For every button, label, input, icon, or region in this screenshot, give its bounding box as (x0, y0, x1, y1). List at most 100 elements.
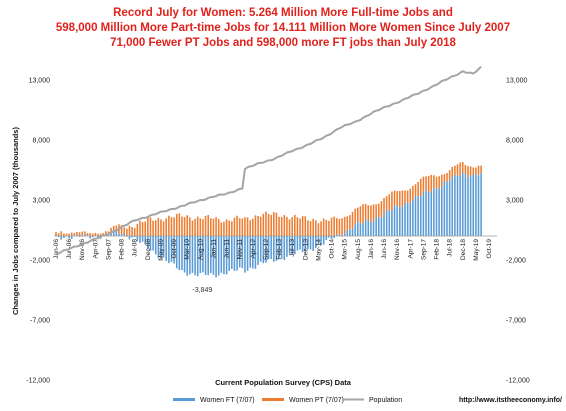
bar-women-pt (254, 215, 257, 236)
bar-women-pt (212, 218, 215, 236)
bar-women-ft (380, 217, 383, 236)
bar-women-ft (443, 181, 446, 236)
bar-women-pt (81, 231, 84, 236)
bar-women-ft (259, 236, 262, 262)
bar-women-pt (291, 217, 293, 236)
bar-women-pt (385, 196, 388, 210)
bar-women-pt (414, 184, 417, 197)
bar-women-ft (464, 173, 467, 236)
x-tick-label: Jul-13 (289, 239, 296, 257)
bar-women-ft (157, 236, 160, 259)
bar-women-ft (63, 236, 65, 238)
bar-women-pt (275, 212, 278, 236)
bar-women-pt (60, 231, 63, 236)
bar-women-pt (446, 172, 448, 182)
bar-women-pt (309, 221, 312, 236)
bar-women-pt (367, 205, 370, 220)
bar-women-ft (456, 176, 459, 236)
bar-women-pt (469, 166, 472, 177)
x-tick-label: Sep-12 (263, 239, 270, 260)
bar-women-pt (280, 217, 283, 236)
bar-women-pt (136, 223, 139, 236)
bar-women-ft (168, 236, 170, 264)
bar-women-ft (438, 189, 440, 236)
bar-women-pt (472, 167, 475, 174)
legend-label-women-ft: Women FT (7/07) (200, 397, 255, 404)
x-tick-label: Dec-13 (302, 239, 309, 260)
bar-women-ft (467, 177, 469, 236)
bar-women-ft (178, 236, 181, 271)
bar-women-pt (438, 176, 440, 190)
bar-women-ft (401, 206, 404, 236)
bar-women-pt (57, 233, 60, 236)
bar-women-pt (459, 162, 461, 176)
bar-women-ft (57, 236, 60, 238)
bar-women-pt (433, 175, 435, 189)
bar-women-pt (359, 206, 362, 224)
bar-women-ft (173, 236, 175, 264)
y-axis-right: 13,000 8,000 3,000 -2,000 -7,000 -12,000 (506, 78, 530, 385)
bar-women-pt (63, 233, 65, 236)
y-tick-label-left: 3,000 (32, 198, 50, 205)
bar-women-pt (370, 205, 372, 223)
bar-women-pt (231, 221, 233, 236)
bar-women-pt (315, 220, 317, 236)
bar-women-ft (228, 236, 230, 271)
bar-women-pt (401, 190, 404, 207)
bar-women-ft (409, 203, 412, 236)
bar-women-ft (309, 236, 312, 250)
bar-women-pt (377, 203, 380, 218)
bar-women-ft (110, 234, 112, 236)
bar-women-pt (165, 218, 167, 236)
bar-women-ft (451, 176, 454, 236)
bar-women-ft (288, 236, 291, 254)
bar-women-pt (343, 216, 346, 234)
bar-women-ft (417, 196, 419, 236)
bar-women-ft (364, 219, 367, 236)
bar-women-ft (76, 234, 78, 236)
bar-women-pt (375, 204, 377, 218)
bar-women-pt (102, 233, 105, 236)
bar-women-ft (152, 236, 154, 251)
bar-women-ft (215, 236, 217, 278)
bar-women-pt (241, 218, 244, 236)
bar-women-pt (398, 191, 401, 208)
bar-women-pt (372, 204, 375, 221)
bar-women-pt (97, 233, 99, 236)
bar-women-pt (336, 218, 338, 235)
bar-women-ft (154, 236, 157, 255)
bar-women-pt (427, 175, 430, 193)
bar-women-ft (372, 220, 375, 236)
bar-women-ft (315, 236, 317, 249)
bar-women-pt (312, 218, 314, 236)
bar-women-ft (280, 236, 283, 259)
bar-women-pt (333, 216, 335, 236)
bar-women-ft (351, 228, 354, 236)
bar-women-ft (199, 236, 202, 274)
bar-women-ft (328, 236, 330, 238)
bar-women-ft (136, 236, 139, 242)
bar-women-ft (115, 231, 118, 236)
bar-women-ft (388, 210, 391, 236)
bar-women-ft (139, 236, 141, 243)
bar-women-pt (404, 190, 406, 203)
bar-women-ft (435, 187, 438, 236)
bar-women-ft (270, 236, 272, 260)
bar-women-pt (391, 191, 393, 210)
bar-women-pt (430, 174, 433, 192)
bar-women-ft (330, 236, 333, 240)
bar-women-ft (440, 185, 443, 236)
bar-women-ft (454, 174, 456, 236)
bar-women-ft (433, 188, 435, 236)
bar-women-ft (359, 223, 362, 236)
bar-women-ft (175, 236, 178, 269)
bar-women-pt (131, 227, 133, 236)
bar-women-pt (296, 217, 299, 236)
bar-women-pt (183, 217, 186, 236)
bar-women-ft (336, 234, 338, 236)
bar-women-pt (55, 231, 57, 235)
x-tick-label: Feb-18 (434, 239, 441, 260)
bar-women-ft (170, 236, 173, 262)
bar-women-ft (131, 236, 133, 238)
bar-women-pt (120, 225, 123, 235)
